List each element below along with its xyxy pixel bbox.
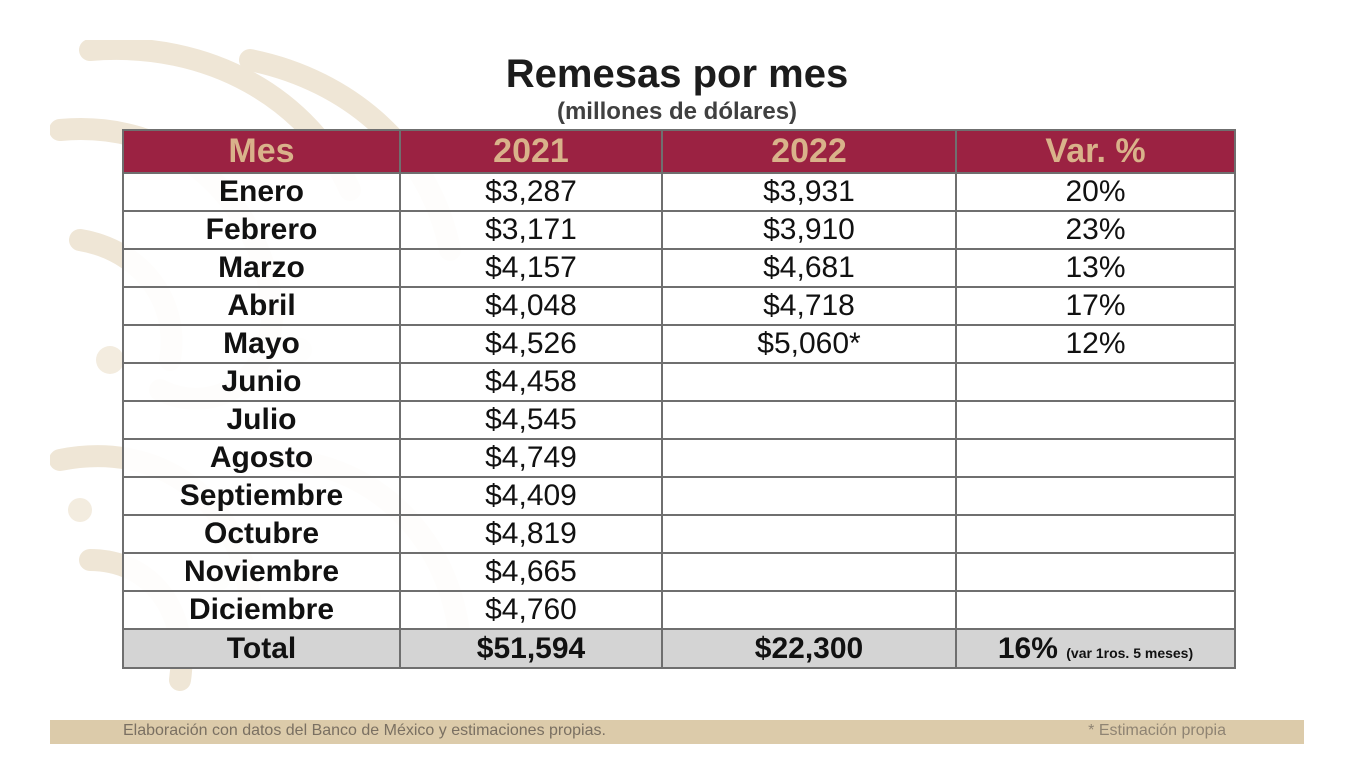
value-2021-cell: $4,545 [399, 400, 663, 440]
value-2022-cell: $5,060* [661, 324, 957, 364]
month-cell: Junio [122, 362, 401, 402]
table-row: Septiembre $4,409 [122, 476, 1236, 516]
month-cell: Noviembre [122, 552, 401, 592]
var-cell [955, 514, 1236, 554]
var-cell: 13% [955, 248, 1236, 288]
header-2022: 2022 [661, 129, 957, 174]
value-2021-cell: $4,048 [399, 286, 663, 326]
value-2022-cell [661, 552, 957, 592]
var-cell [955, 590, 1236, 630]
month-cell: Diciembre [122, 590, 401, 630]
table-row: Enero $3,287 $3,931 20% [122, 172, 1236, 212]
var-cell: 17% [955, 286, 1236, 326]
value-2022-cell [661, 476, 957, 516]
month-cell: Mayo [122, 324, 401, 364]
var-cell: 12% [955, 324, 1236, 364]
month-cell: Enero [122, 172, 401, 212]
month-cell: Septiembre [122, 476, 401, 516]
header-month: Mes [122, 129, 401, 174]
var-cell [955, 552, 1236, 592]
total-2021: $51,594 [399, 628, 663, 669]
month-cell: Octubre [122, 514, 401, 554]
table-row: Noviembre $4,665 [122, 552, 1236, 592]
value-2021-cell: $4,760 [399, 590, 663, 630]
total-var: 16% (var 1ros. 5 meses) [955, 628, 1236, 669]
value-2021-cell: $4,819 [399, 514, 663, 554]
month-cell: Agosto [122, 438, 401, 478]
value-2022-cell [661, 362, 957, 402]
slide: Remesas por mes (millones de dólares) Me… [50, 40, 1304, 744]
value-2021-cell: $4,458 [399, 362, 663, 402]
var-cell [955, 362, 1236, 402]
month-cell: Febrero [122, 210, 401, 250]
value-2021-cell: $4,409 [399, 476, 663, 516]
page-title: Remesas por mes [505, 52, 849, 96]
total-var-value: 16% [997, 631, 1058, 665]
source-note: Elaboración con datos del Banco de Méxic… [123, 722, 606, 739]
value-2022-cell: $3,931 [661, 172, 957, 212]
page-subtitle: (millones de dólares) [556, 98, 798, 125]
value-2021-cell: $4,526 [399, 324, 663, 364]
header-var: Var. % [955, 129, 1236, 174]
table-header-row: Mes 2021 2022 Var. % [122, 129, 1236, 174]
value-2022-cell [661, 400, 957, 440]
total-2022: $22,300 [661, 628, 957, 669]
value-2022-cell: $3,910 [661, 210, 957, 250]
value-2022-cell [661, 590, 957, 630]
value-2022-cell [661, 514, 957, 554]
month-cell: Marzo [122, 248, 401, 288]
value-2022-cell [661, 438, 957, 478]
var-cell: 20% [955, 172, 1236, 212]
month-cell: Abril [122, 286, 401, 326]
value-2022-cell: $4,681 [661, 248, 957, 288]
table-row: Agosto $4,749 [122, 438, 1236, 478]
table-row: Diciembre $4,760 [122, 590, 1236, 630]
value-2021-cell: $4,665 [399, 552, 663, 592]
value-2022-cell: $4,718 [661, 286, 957, 326]
table-row: Marzo $4,157 $4,681 13% [122, 248, 1236, 288]
table-row: Mayo $4,526 $5,060* 12% [122, 324, 1236, 364]
value-2021-cell: $3,287 [399, 172, 663, 212]
estimate-note: * Estimación propia [1088, 722, 1226, 739]
var-cell [955, 476, 1236, 516]
value-2021-cell: $4,749 [399, 438, 663, 478]
value-2021-cell: $4,157 [399, 248, 663, 288]
total-row: Total $51,594 $22,300 16% (var 1ros. 5 m… [122, 628, 1236, 669]
table-row: Julio $4,545 [122, 400, 1236, 440]
remittances-table: Mes 2021 2022 Var. % Enero $3,287 $3,931… [122, 129, 1236, 669]
table-row: Abril $4,048 $4,718 17% [122, 286, 1236, 326]
month-cell: Julio [122, 400, 401, 440]
table-row: Junio $4,458 [122, 362, 1236, 402]
total-label: Total [122, 628, 401, 669]
footer-bar: Elaboración con datos del Banco de Méxic… [50, 720, 1304, 744]
var-cell [955, 438, 1236, 478]
var-cell [955, 400, 1236, 440]
var-cell: 23% [955, 210, 1236, 250]
value-2021-cell: $3,171 [399, 210, 663, 250]
table-row: Octubre $4,819 [122, 514, 1236, 554]
header-2021: 2021 [399, 129, 663, 174]
table-row: Febrero $3,171 $3,910 23% [122, 210, 1236, 250]
total-var-note: (var 1ros. 5 meses) [1066, 644, 1194, 661]
